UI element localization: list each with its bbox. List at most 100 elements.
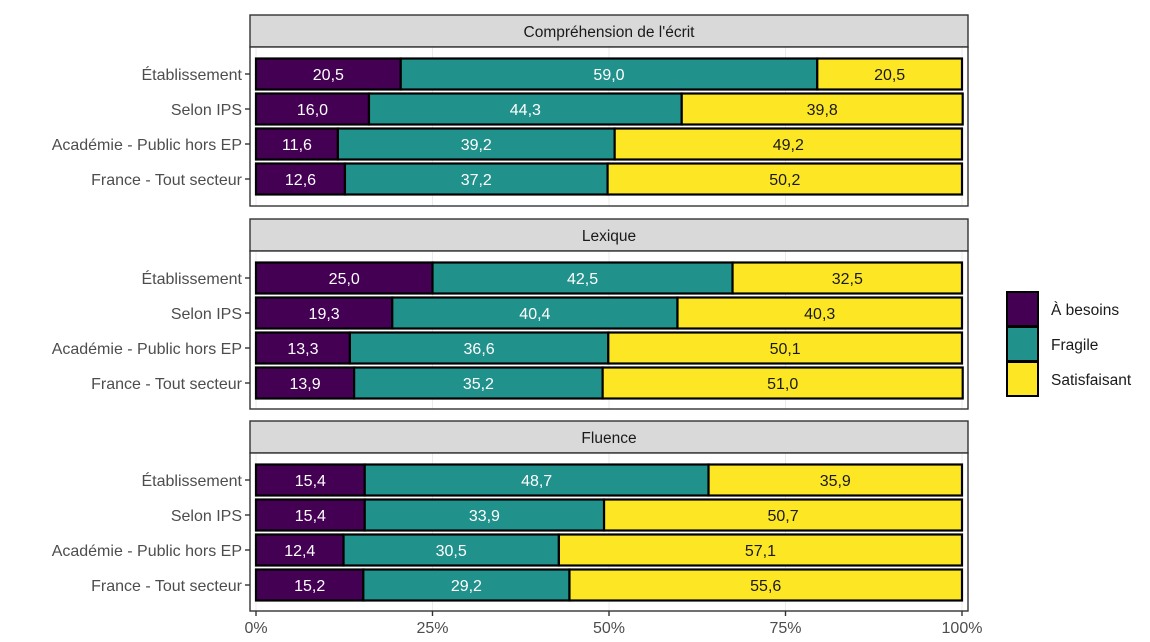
facet-panel: Fluence 15,4 48,7 35,9 Établissement 15,4 33,9…	[52, 420, 969, 612]
bar-segment	[254, 162, 347, 196]
bar-value-label: 48,7	[521, 473, 552, 490]
panel-border	[249, 46, 969, 207]
legend-label: Satisfaisant	[1051, 372, 1132, 389]
bar-value-label: 37,2	[461, 172, 492, 189]
panel-border	[249, 250, 969, 410]
bar-value-label: 50,7	[767, 508, 798, 525]
bar-value-label: 55,6	[750, 578, 781, 595]
facet-title: Fluence	[581, 430, 636, 447]
legend-swatch	[1006, 361, 1039, 397]
bar-segment	[254, 463, 366, 497]
facet-strip	[249, 218, 969, 252]
bar-value-label: 50,1	[770, 341, 801, 358]
bar-segment	[348, 331, 610, 365]
x-tick-label: 50%	[593, 620, 625, 637]
bar-segment	[606, 162, 964, 196]
bar-segment	[607, 331, 964, 365]
legend-swatch	[1006, 291, 1039, 327]
bar-segment	[601, 366, 964, 400]
bar-value-label: 35,2	[463, 376, 494, 393]
y-tick-label: Établissement	[142, 269, 243, 288]
bar-segment	[362, 568, 571, 602]
legend-label: Fragile	[1051, 337, 1098, 354]
bar-value-label: 36,6	[464, 341, 495, 358]
y-tick-label: Selon IPS	[171, 508, 242, 525]
bar-value-label: 13,9	[289, 376, 320, 393]
bar-value-label: 12,4	[284, 543, 315, 560]
bar-segment	[336, 127, 616, 161]
y-tick-label: France - Tout secteur	[91, 172, 243, 189]
bar-segment	[254, 296, 394, 330]
bar-segment	[680, 92, 964, 126]
bar-value-label: 40,4	[519, 306, 550, 323]
bar-value-label: 44,3	[510, 102, 541, 119]
y-tick-label: Établissement	[142, 471, 243, 490]
bar-segment	[254, 366, 356, 400]
bar-segment	[707, 463, 964, 497]
bar-segment	[602, 498, 964, 532]
bar-value-label: 39,2	[461, 137, 492, 154]
bar-value-label: 32,5	[832, 271, 863, 288]
bar-value-label: 51,0	[767, 376, 798, 393]
y-tick-label: Établissement	[142, 65, 243, 84]
bar-segment	[254, 92, 371, 126]
y-tick-label: Académie - Public hors EP	[52, 341, 242, 358]
bar-value-label: 15,4	[295, 473, 326, 490]
bar-segment	[363, 463, 710, 497]
legend-label: À besoins	[1051, 302, 1119, 319]
bar-value-label: 19,3	[309, 306, 340, 323]
bar-value-label: 50,2	[769, 172, 800, 189]
bar-segment	[568, 568, 964, 602]
bar-segment	[613, 127, 964, 161]
y-tick-label: Académie - Public hors EP	[52, 543, 242, 560]
bar-value-label: 13,3	[287, 341, 318, 358]
bar-value-label: 11,6	[282, 137, 312, 154]
bar-segment	[254, 57, 402, 91]
bar-segment	[254, 127, 339, 161]
x-tick-label: 100%	[942, 620, 983, 637]
bar-value-label: 12,6	[285, 172, 316, 189]
bar-value-label: 15,2	[294, 578, 325, 595]
x-tick-label: 0%	[244, 620, 267, 637]
facet-strip	[249, 14, 969, 48]
bar-segment	[557, 533, 964, 567]
y-tick-label: Selon IPS	[171, 306, 242, 323]
bar-segment	[343, 162, 609, 196]
bar-value-label: 25,0	[329, 271, 360, 288]
bar-segment	[816, 57, 964, 91]
facet-panel: Lexique 25,0 42,5 32,5 Établissement 19,3 40,4…	[52, 218, 969, 410]
bar-value-label: 33,9	[469, 508, 500, 525]
bar-value-label: 40,3	[804, 306, 835, 323]
bar-value-label: 30,5	[436, 543, 467, 560]
y-tick-label: Académie - Public hors EP	[52, 137, 242, 154]
x-tick-label: 25%	[416, 620, 448, 637]
bar-segment	[731, 261, 964, 295]
bar-segment	[676, 296, 964, 330]
bar-value-label: 15,4	[295, 508, 326, 525]
bar-value-label: 20,5	[874, 67, 905, 84]
bar-segment	[363, 498, 606, 532]
facet-panel: Compréhension de l'écrit 20,5 59,0 20,5 Étab…	[52, 14, 969, 207]
bar-value-label: 49,2	[773, 137, 804, 154]
y-tick-label: Selon IPS	[171, 102, 242, 119]
bar-value-label: 16,0	[297, 102, 328, 119]
facet-title: Lexique	[582, 228, 636, 245]
y-tick-label: France - Tout secteur	[91, 376, 243, 393]
bar-value-label: 20,5	[313, 67, 344, 84]
bar-segment	[353, 366, 604, 400]
facet-title: Compréhension de l'écrit	[524, 24, 696, 41]
legend: À besoins Fragile Satisfaisant	[1006, 291, 1132, 397]
bar-segment	[367, 92, 683, 126]
bar-value-label: 35,9	[820, 473, 851, 490]
x-tick-label: 75%	[769, 620, 801, 637]
bar-value-label: 29,2	[451, 578, 482, 595]
bar-value-label: 39,8	[807, 102, 838, 119]
bar-value-label: 42,5	[567, 271, 598, 288]
bar-segment	[254, 261, 434, 295]
bar-value-label: 59,0	[593, 67, 624, 84]
y-tick-label: France - Tout secteur	[91, 578, 243, 595]
bar-segment	[391, 296, 679, 330]
legend-swatch	[1006, 326, 1039, 362]
